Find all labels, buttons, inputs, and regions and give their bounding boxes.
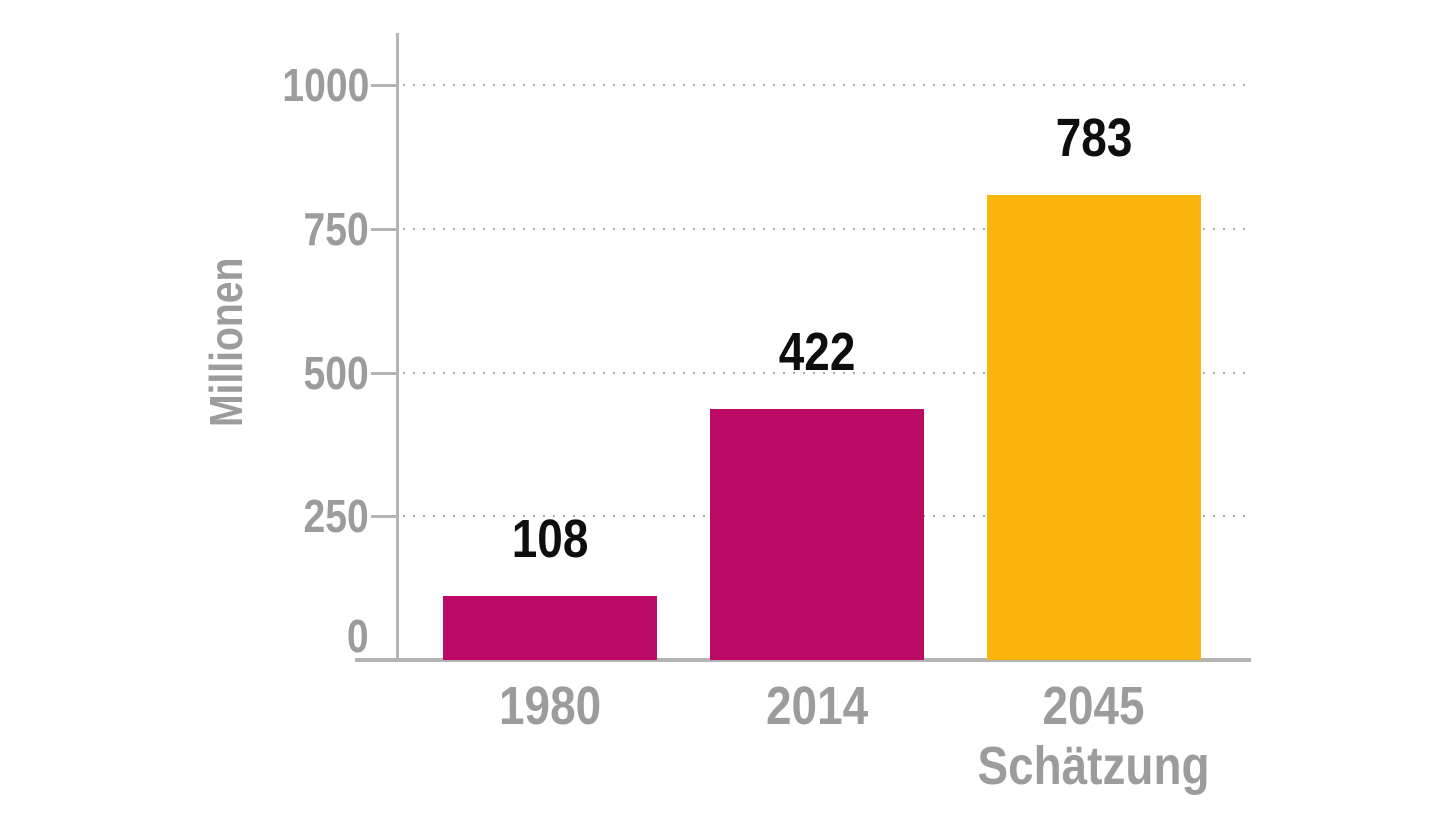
- x-axis-label-1980: 1980: [350, 676, 750, 736]
- bar-1980: [443, 596, 657, 660]
- y-tick-label-0: 0: [150, 613, 369, 659]
- y-tick-750: [371, 227, 397, 231]
- bar-value-text: 108: [511, 509, 589, 569]
- y-tick-label-text: 750: [303, 202, 369, 255]
- bar-value-text: 422: [778, 322, 856, 382]
- x-axis-label-2014: 2014: [617, 676, 1017, 736]
- bar-value-label: 783: [944, 111, 1244, 165]
- y-tick-label-250: 250: [150, 493, 369, 539]
- y-axis-title-text: Millionen: [200, 257, 252, 427]
- gridline-750: [403, 227, 1250, 230]
- gridline-1000: [403, 84, 1250, 86]
- y-axis-line: [396, 33, 399, 660]
- bar-value-label: 108: [400, 512, 700, 566]
- y-tick-250: [371, 515, 397, 519]
- x-axis-label-text: 1980: [498, 676, 602, 736]
- x-axis-label-text: 2014: [765, 676, 869, 736]
- bar-2045: [987, 195, 1201, 660]
- x-axis-label-2045: 2045 Schätzung: [894, 676, 1294, 796]
- y-tick-label-text: 500: [303, 346, 369, 399]
- y-tick-label-text: 0: [347, 610, 369, 662]
- bar-value-label: 422: [667, 325, 967, 379]
- y-tick-label-1000: 1000: [150, 62, 369, 108]
- gridline-500: [403, 371, 1250, 374]
- y-tick-1000: [371, 84, 397, 87]
- y-tick-label-750: 750: [150, 206, 369, 252]
- x-axis-label-text: 2045 Schätzung: [977, 676, 1211, 796]
- y-tick-label-500: 500: [150, 350, 369, 396]
- y-tick-label-text: 1000: [282, 59, 369, 111]
- bar-2014: [710, 409, 924, 660]
- x-axis-line: [355, 658, 1251, 662]
- y-tick-500: [371, 371, 397, 375]
- y-tick-label-text: 250: [303, 490, 369, 543]
- bar-value-text: 783: [1055, 108, 1133, 168]
